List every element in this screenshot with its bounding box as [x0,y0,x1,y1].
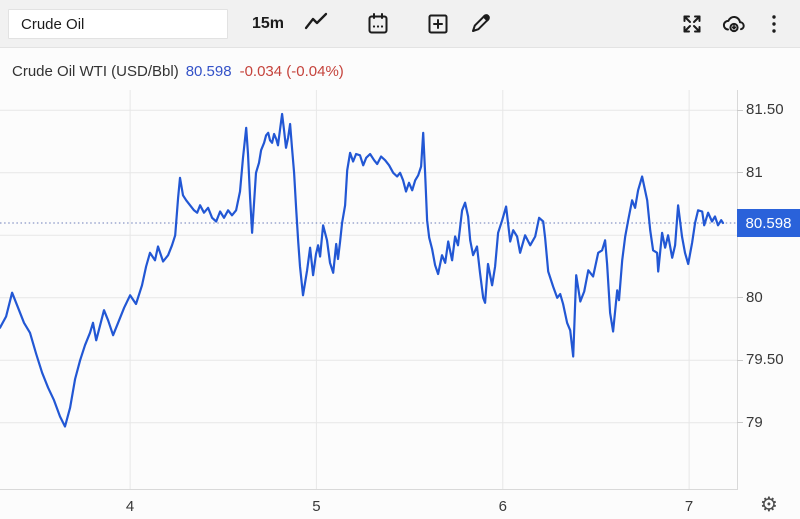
cloud-download-icon [720,12,748,36]
date-range-button[interactable] [366,12,390,36]
fullscreen-button[interactable] [680,12,704,36]
legend-price-change: -0.034 (-0.04%) [239,63,344,80]
add-chart-button[interactable] [426,12,450,36]
price-plot[interactable] [0,90,737,489]
last-price-badge: 80.598 [737,209,800,237]
calendar-icon [366,12,390,36]
chart-type-button[interactable] [304,12,328,36]
x-axis-label: 7 [684,498,694,515]
kebab-menu-icon [768,12,780,36]
y-axis-tick [737,359,743,361]
price-chart: Crude Oil WTI (USD/Bbl) 80.598 -0.034 (-0.… [0,48,800,519]
symbol-search-input[interactable] [8,9,228,39]
pencil-icon [468,12,492,36]
more-options-button[interactable] [768,12,780,36]
chart-legend: Crude Oil WTI (USD/Bbl) 80.598 -0.034 (-0.… [12,63,344,80]
x-axis-label: 4 [125,498,135,515]
fullscreen-icon [680,12,704,36]
y-axis-tick [737,297,743,299]
y-axis-tick [737,172,743,174]
x-axis[interactable]: 4 5 6 7 [0,496,737,518]
draw-tool-button[interactable] [468,12,492,36]
interval-selector[interactable]: 15m [252,15,285,32]
x-axis-label: 5 [312,498,321,515]
legend-last-price: 80.598 [185,63,232,80]
y-axis-label: 81 [746,163,763,181]
gear-icon: ⚙ [760,492,778,516]
x-axis-label: 6 [498,498,507,515]
y-axis-line [737,90,738,489]
y-axis-label: 79.50 [746,351,784,369]
y-axis[interactable]: 81.50 81 80 79.50 79 [737,90,800,489]
y-axis-label: 80 [746,288,763,306]
line-chart-icon [304,12,328,36]
price-line-series [0,112,725,428]
settings-button[interactable]: ⚙ [755,492,783,516]
app-toolbar: 15m [0,0,800,48]
instrument-title: Crude Oil WTI (USD/Bbl) [12,63,179,80]
plus-square-icon [426,12,450,36]
y-axis-tick [737,422,743,424]
download-button[interactable] [720,12,748,36]
y-axis-label: 79 [746,413,763,431]
y-axis-label: 81.50 [746,101,784,119]
y-axis-tick [737,109,743,111]
x-axis-line [0,489,738,490]
